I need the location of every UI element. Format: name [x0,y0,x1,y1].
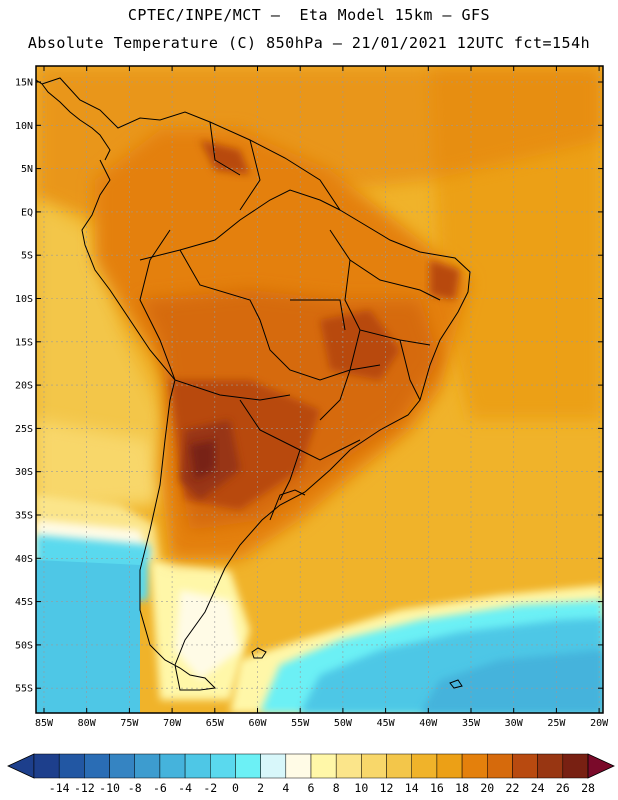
colorbar-label-5: -4 [178,781,192,795]
lon-label-11: 30W [505,718,524,729]
colorbar-swatch-18 [487,753,513,779]
latitude-axis: 15N 10N 5N EQ 5S 10S 15S 20S 25S 30S 35S 40S 45S 50S 5… [15,78,603,695]
colorbar-label-19: 24 [531,781,545,795]
colorbar-label-13: 12 [380,781,394,795]
colorbar-label-11: 8 [333,781,340,795]
longitude-axis: 85W 80W 75W 70W 65W 60W 55W 50W 45W 40W 35W 30W 25W 2… [35,66,609,729]
lat-label-6: 15S [15,337,33,348]
colorbar-arrow-low [7,753,35,779]
map-title-line2: Absolute Temperature (C) 850hPa – 21/01/… [27,34,591,52]
lat-label-13: 50S [15,640,33,651]
colorbar-swatch-8 [235,753,261,779]
lon-label-8: 45W [377,718,396,729]
colorbar-swatch-12 [335,753,362,779]
lat-label-9: 30S [15,467,33,478]
lon-label-5: 60W [248,718,267,729]
colorbar-label-17: 20 [480,781,494,795]
colorbar-label-6: -2 [203,781,217,795]
lat-label-0: 15N [15,78,33,89]
lon-label-7: 50W [334,718,353,729]
lon-label-10: 35W [462,718,481,729]
lat-label-3: EQ [21,207,33,218]
lon-label-3: 70W [163,718,182,729]
colorbar-label-18: 22 [506,781,520,795]
colorbar-swatch-2 [84,753,110,779]
lon-label-12: 25W [547,718,566,729]
colorbar-swatch-5 [159,753,186,779]
colorbar-swatch-10 [285,753,312,779]
colorbar-swatch-1 [58,753,85,779]
colorbar-label-10: 6 [308,781,315,795]
colorbar-label-9: 4 [282,781,289,795]
colorbar-swatch-6 [184,753,211,779]
lat-label-5: 10S [15,294,33,305]
colorbar-label-8: 2 [257,781,264,795]
colorbar-label-1: -12 [74,781,95,795]
map-title-line1: CPTEC/INPE/MCT – Eta Model 15km – GFS [127,6,491,24]
coastlines [36,77,471,691]
lat-label-7: 20S [15,381,33,392]
lon-label-0: 85W [35,718,54,729]
colorbar-label-20: 26 [556,781,570,795]
colorbar: -14 -12 -10 -8 -6 -4 -2 0 2 4 6 8 10 12 14 16 18 20 22 24 26… [7,753,615,795]
colorbar-label-12: 10 [354,781,368,795]
colorbar-label-7: 0 [232,781,239,795]
map-frame [35,65,604,714]
colorbar-label-21: 28 [581,781,595,795]
lon-label-1: 80W [78,718,97,729]
colorbar-swatch-0 [33,753,60,779]
colorbar-swatch-19 [512,753,538,779]
lon-label-4: 65W [206,718,225,729]
lat-label-4: 5S [21,251,33,262]
colorbar-label-14: 14 [405,781,419,795]
lat-label-8: 25S [15,424,33,435]
colorbar-arrow-high [587,753,615,779]
colorbar-swatch-16 [436,753,463,779]
lat-label-1: 10N [15,121,33,132]
colorbar-swatch-11 [310,753,337,779]
colorbar-swatch-13 [361,753,387,779]
lat-label-11: 40S [15,554,33,565]
colorbar-label-16: 18 [455,781,469,795]
colorbar-swatch-9 [260,753,287,779]
colorbar-swatch-4 [134,753,161,779]
colorbar-label-0: -14 [49,781,70,795]
lat-label-10: 35S [15,511,33,522]
colorbar-swatch-20 [537,753,564,779]
lon-label-9: 40W [419,718,438,729]
temperature-field [36,66,603,713]
colorbar-swatch-3 [109,753,135,779]
colorbar-label-4: -6 [153,781,167,795]
lon-label-2: 75W [120,718,139,729]
colorbar-swatch-21 [562,753,589,779]
lat-label-14: 55S [15,684,33,695]
colorbar-swatch-17 [461,753,488,779]
lon-label-6: 55W [291,718,310,729]
lon-label-13: 20W [590,718,609,729]
colorbar-swatch-15 [411,753,438,779]
colorbar-label-3: -8 [128,781,142,795]
lat-label-12: 45S [15,597,33,608]
colorbar-swatch-14 [386,753,412,779]
lat-label-2: 5N [21,164,33,175]
colorbar-label-2: -10 [99,781,120,795]
colorbar-label-15: 16 [430,781,444,795]
colorbar-swatch-7 [210,753,236,779]
